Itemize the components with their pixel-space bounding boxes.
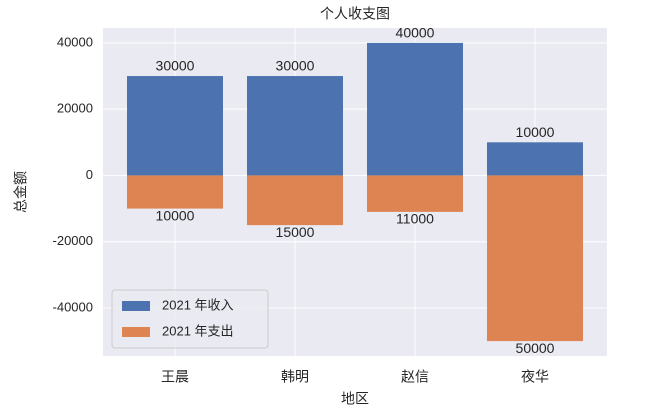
x-tick-label: 赵信 — [401, 369, 429, 385]
x-axis-label: 地区 — [341, 391, 369, 407]
value-label: 40000 — [396, 25, 435, 41]
y-tick-label: 0 — [86, 167, 93, 182]
legend-swatch — [122, 327, 150, 337]
x-tick-label: 韩明 — [281, 369, 309, 385]
value-label: 30000 — [156, 58, 195, 74]
bar — [367, 175, 463, 212]
value-label: 15000 — [276, 224, 315, 240]
bar — [247, 175, 343, 226]
legend-label: 2021 年支出 — [162, 323, 234, 338]
y-tick-label: 20000 — [57, 101, 93, 116]
bar — [487, 175, 583, 342]
y-tick-label: -20000 — [53, 233, 93, 248]
x-tick-label: 王晨 — [161, 369, 189, 385]
bar — [127, 76, 223, 176]
legend-box — [111, 289, 269, 349]
bar — [487, 142, 583, 176]
value-label: 30000 — [276, 58, 315, 74]
legend-label: 2021 年收入 — [162, 297, 234, 312]
bar — [247, 76, 343, 176]
y-tick-label: -40000 — [53, 299, 93, 314]
value-label: 10000 — [156, 207, 195, 223]
bar — [367, 42, 463, 176]
y-tick-label: 40000 — [57, 34, 93, 49]
x-tick-label: 夜华 — [521, 369, 549, 385]
legend-swatch — [122, 301, 150, 311]
value-label: 50000 — [516, 340, 555, 356]
bar — [127, 175, 223, 209]
value-label: 11000 — [396, 211, 434, 227]
chart-title: 个人收支图 — [320, 6, 390, 22]
y-axis-label: 总金额 — [13, 171, 29, 213]
value-label: 10000 — [516, 124, 555, 140]
